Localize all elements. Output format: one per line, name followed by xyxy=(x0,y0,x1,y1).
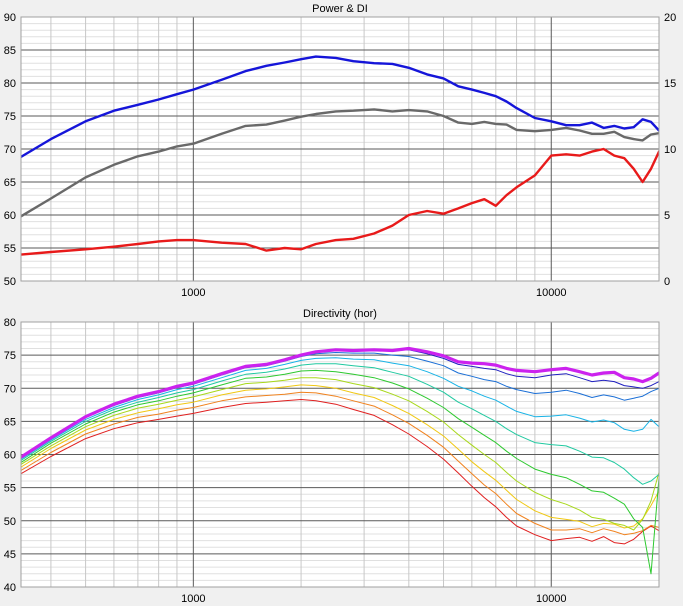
y-tick-label: 55 xyxy=(4,243,16,255)
y-tick-label: 90 xyxy=(4,12,16,24)
y-tick-label: 65 xyxy=(4,177,16,189)
y2-tick-label: 10 xyxy=(664,144,676,156)
series-line-0 xyxy=(21,55,659,159)
x-tick-label: 1000 xyxy=(181,287,205,299)
plot-frame xyxy=(20,16,660,282)
y-tick-label: 50 xyxy=(4,516,16,528)
series-line-9 xyxy=(21,399,659,545)
series-line-7 xyxy=(21,384,659,529)
y-tick-label: 65 xyxy=(4,416,16,428)
y-tick-label: 70 xyxy=(4,383,16,395)
y2-tick-label: 0 xyxy=(664,276,670,288)
y2-tick-label: 15 xyxy=(664,78,676,90)
series-line-4 xyxy=(21,363,659,485)
plot-frame xyxy=(20,321,660,588)
x-tick-label: 10000 xyxy=(536,287,567,299)
y-tick-label: 85 xyxy=(4,45,16,57)
chart-title: Directivity (hor) xyxy=(303,308,377,320)
series-line-2 xyxy=(21,147,659,256)
series-line-3 xyxy=(21,357,659,460)
chart-title: Power & DI xyxy=(312,3,368,15)
series-line-0 xyxy=(21,346,659,459)
y2-tick-label: 5 xyxy=(664,210,670,222)
y-tick-label: 80 xyxy=(4,317,16,329)
y-tick-label: 75 xyxy=(4,350,16,362)
series-line-1 xyxy=(21,108,659,218)
y-tick-label: 45 xyxy=(4,549,16,561)
power-di-chart: Power & DI 50 55 60 65 70 75 80 85 90 0 5 10 15 20 1000… xyxy=(4,3,677,299)
y-tick-label: 40 xyxy=(4,582,16,594)
directivity-chart: Directivity (hor) 40 45 50 55 60 65 70 75 80 1000 1… xyxy=(4,308,660,605)
y-tick-label: 60 xyxy=(4,450,16,462)
x-tick-label: 1000 xyxy=(181,593,205,605)
y-tick-label: 50 xyxy=(4,276,16,288)
y-tick-label: 55 xyxy=(4,483,16,495)
y-tick-label: 60 xyxy=(4,210,16,222)
y-tick-label: 80 xyxy=(4,78,16,90)
series-group xyxy=(21,346,659,575)
series-group xyxy=(21,55,659,256)
series-line-8 xyxy=(21,391,659,536)
y-tick-label: 70 xyxy=(4,144,16,156)
series-line-6 xyxy=(21,377,659,531)
y2-tick-label: 20 xyxy=(664,12,676,24)
series-line-5 xyxy=(21,369,659,575)
x-tick-label: 10000 xyxy=(536,593,567,605)
y-tick-label: 75 xyxy=(4,111,16,123)
